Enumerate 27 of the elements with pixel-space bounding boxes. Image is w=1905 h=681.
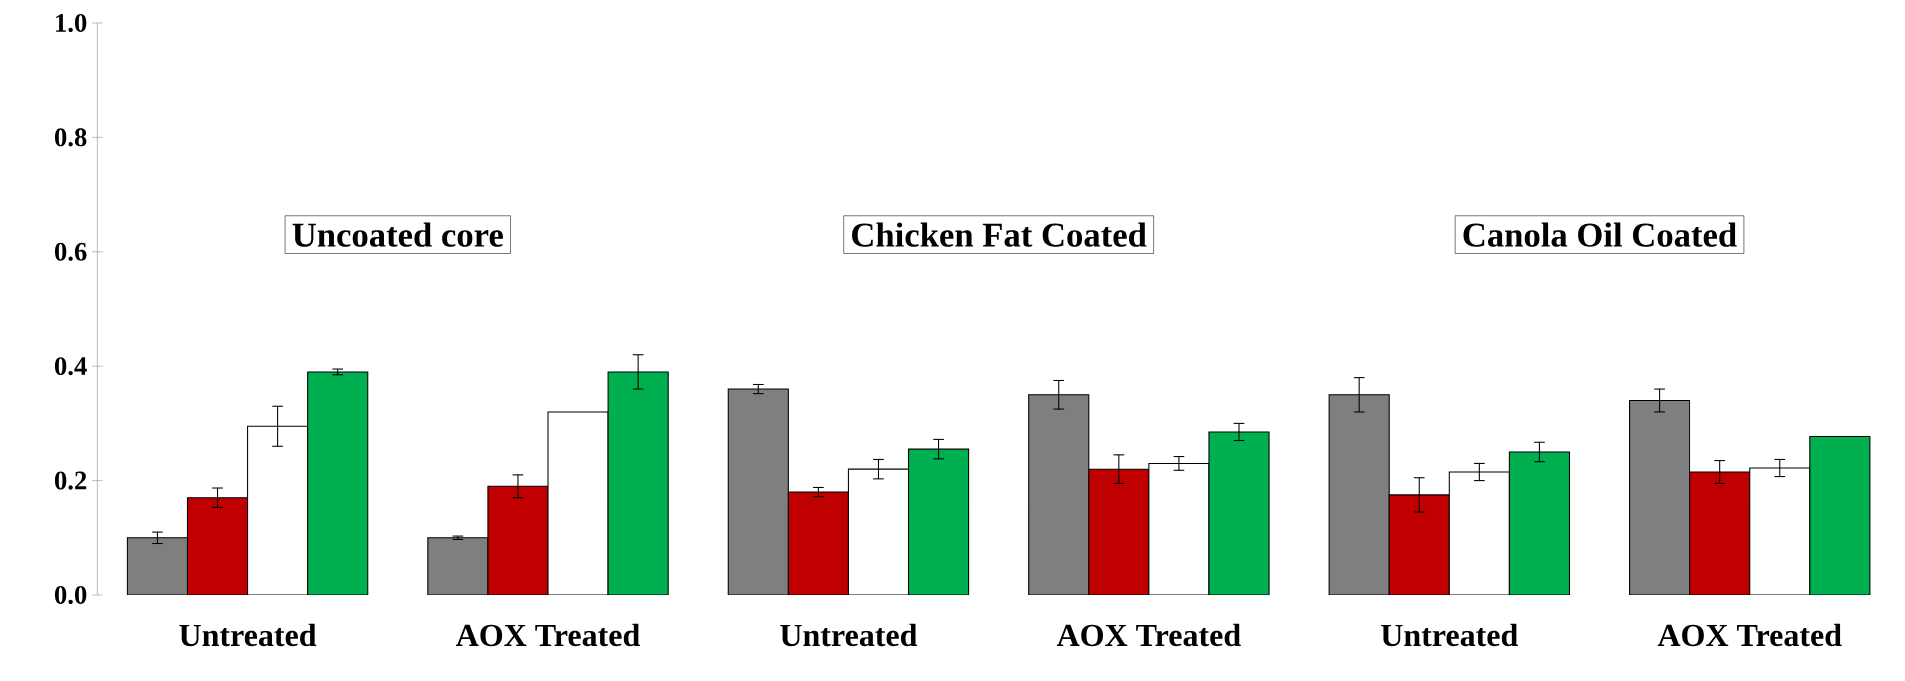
- annotation: Canola Oil Coated: [1463, 222, 1737, 247]
- x-tick-label: Untreated: [1381, 623, 1518, 647]
- bar: [1088, 468, 1150, 595]
- x-tick-label: Untreated: [179, 623, 317, 647]
- bar: [186, 497, 249, 595]
- annotation: Uncoated core: [292, 222, 503, 247]
- bar: [126, 537, 189, 595]
- y-tick-label: 1.0: [56, 13, 87, 33]
- annotation: Chicken Fat Coated: [852, 222, 1147, 247]
- x-tick-label: AOX Treated: [456, 623, 640, 647]
- y-tick-label: 0.2: [55, 471, 87, 490]
- bar: [487, 485, 549, 595]
- bar: [1689, 471, 1751, 595]
- x-tick-label: AOX Treated: [1056, 623, 1241, 647]
- x-tick-label: Untreated: [780, 623, 918, 647]
- y-tick-label: 0.8: [55, 128, 87, 147]
- bar: [787, 491, 849, 595]
- bar: [727, 388, 789, 595]
- x-tick-label: AOX Treated: [1657, 623, 1842, 647]
- bar: [1629, 399, 1691, 595]
- bar: [1388, 494, 1450, 595]
- y-tick-label: 0.4: [55, 357, 87, 376]
- bar: [1328, 394, 1390, 595]
- bar: [1028, 394, 1090, 595]
- y-tick-label: 0.0: [55, 585, 87, 605]
- y-tick-label: 0.6: [55, 242, 87, 261]
- bar: [427, 537, 489, 595]
